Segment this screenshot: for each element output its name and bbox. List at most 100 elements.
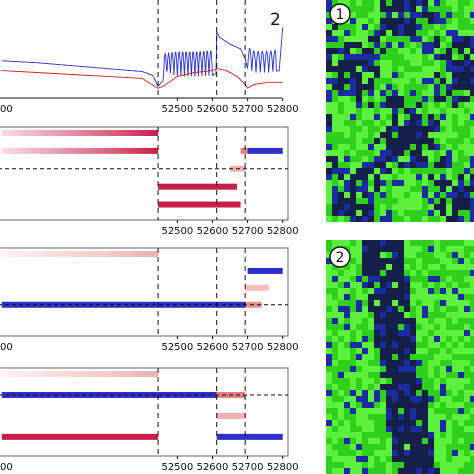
snapshot-cell [470, 462, 474, 468]
snapshot-cell [422, 240, 428, 246]
snapshot-cell [338, 426, 344, 432]
snapshot-cell [464, 366, 470, 372]
snapshot-cell [458, 444, 464, 450]
snapshot-cell [416, 360, 422, 366]
x-tick-label: 52800 [267, 104, 299, 115]
snapshot-cell [356, 162, 362, 168]
snapshot-cell [434, 372, 440, 378]
snapshot-cell [380, 108, 386, 114]
snapshot-cell [458, 12, 464, 18]
snapshot-cell [344, 306, 350, 312]
snapshot-cell [362, 444, 368, 450]
snapshot-cell [422, 42, 428, 48]
snapshot-cell [350, 372, 356, 378]
snapshot-cell [362, 0, 368, 6]
snapshot-cell [416, 216, 422, 222]
snapshot-cell [410, 366, 416, 372]
snapshot-cell [434, 252, 440, 258]
snapshot-cell [392, 252, 398, 258]
snapshot-cell [356, 204, 362, 210]
snapshot-cell [386, 36, 392, 42]
snapshot-cell [434, 456, 440, 462]
snapshot-cell [326, 450, 332, 456]
snapshot-cell [386, 210, 392, 216]
snapshot-cell [458, 276, 464, 282]
snapshot-cell [380, 426, 386, 432]
snapshot-cell [422, 246, 428, 252]
snapshot-cell [434, 66, 440, 72]
snapshot-cell [410, 174, 416, 180]
snapshot-cell [380, 48, 386, 54]
snapshot-cell [380, 126, 386, 132]
snapshot-cell [422, 36, 428, 42]
state-segment [1, 301, 246, 308]
snapshot-cell [404, 120, 410, 126]
snapshot-cell [428, 432, 434, 438]
snapshot-cell [446, 30, 452, 36]
snapshot-cell [410, 342, 416, 348]
snapshot-cell [440, 210, 446, 216]
snapshot-cell [344, 378, 350, 384]
snapshot-cell [398, 72, 404, 78]
snapshot-cell [350, 270, 356, 276]
snapshot-cell [380, 312, 386, 318]
snapshot-cell [392, 456, 398, 462]
snapshot-cell [410, 432, 416, 438]
snapshot-cell [428, 36, 434, 42]
snapshot-cell [404, 144, 410, 150]
snapshot-cell [458, 312, 464, 318]
snapshot-cell [440, 330, 446, 336]
snapshot-cell [332, 174, 338, 180]
snapshot-cell [434, 312, 440, 318]
snapshot-cell [368, 42, 374, 48]
snapshot-cell [452, 366, 458, 372]
snapshot-cell [458, 390, 464, 396]
snapshot-cell [422, 366, 428, 372]
snapshot-cell [332, 36, 338, 42]
snapshot-cell [338, 378, 344, 384]
snapshot-cell [326, 78, 332, 84]
snapshot-cell [428, 120, 434, 126]
snapshot-cell [356, 60, 362, 66]
snapshot-cell [338, 156, 344, 162]
snapshot-cell [386, 360, 392, 366]
snapshot-cell [380, 384, 386, 390]
snapshot-cell [422, 120, 428, 126]
snapshot-cell [380, 210, 386, 216]
snapshot-cell [458, 114, 464, 120]
snapshot-cell [386, 60, 392, 66]
snapshot-cell [374, 282, 380, 288]
snapshot-cell [470, 84, 474, 90]
snapshot-cell [416, 114, 422, 120]
snapshot-cell [458, 336, 464, 342]
snapshot-cell [404, 330, 410, 336]
snapshot-cell [356, 186, 362, 192]
snapshot-cell [350, 300, 356, 306]
snapshot-cell [368, 162, 374, 168]
snapshot-cell [434, 294, 440, 300]
snapshot-cell [368, 432, 374, 438]
snapshot-cell [434, 36, 440, 42]
snapshot-cell [326, 462, 332, 468]
snapshot-cell [404, 78, 410, 84]
snapshot-cell [428, 306, 434, 312]
snapshot-cell [452, 390, 458, 396]
snapshot-cell [350, 72, 356, 78]
snapshot-cell [446, 24, 452, 30]
snapshot-cell [464, 174, 470, 180]
snapshot-cell [392, 282, 398, 288]
snapshot-cell [446, 90, 452, 96]
snapshot-cell [362, 354, 368, 360]
snapshot-cell [428, 360, 434, 366]
snapshot-cell [338, 216, 344, 222]
snapshot-cell [368, 372, 374, 378]
snapshot-cell [332, 408, 338, 414]
snapshot-cell [470, 126, 474, 132]
snapshot-cell [416, 12, 422, 18]
snapshot-cell [368, 246, 374, 252]
snapshot-cell [404, 336, 410, 342]
snapshot-cell [428, 192, 434, 198]
snapshot-cell [368, 402, 374, 408]
snapshot-cell [404, 48, 410, 54]
snapshot-cell [374, 306, 380, 312]
